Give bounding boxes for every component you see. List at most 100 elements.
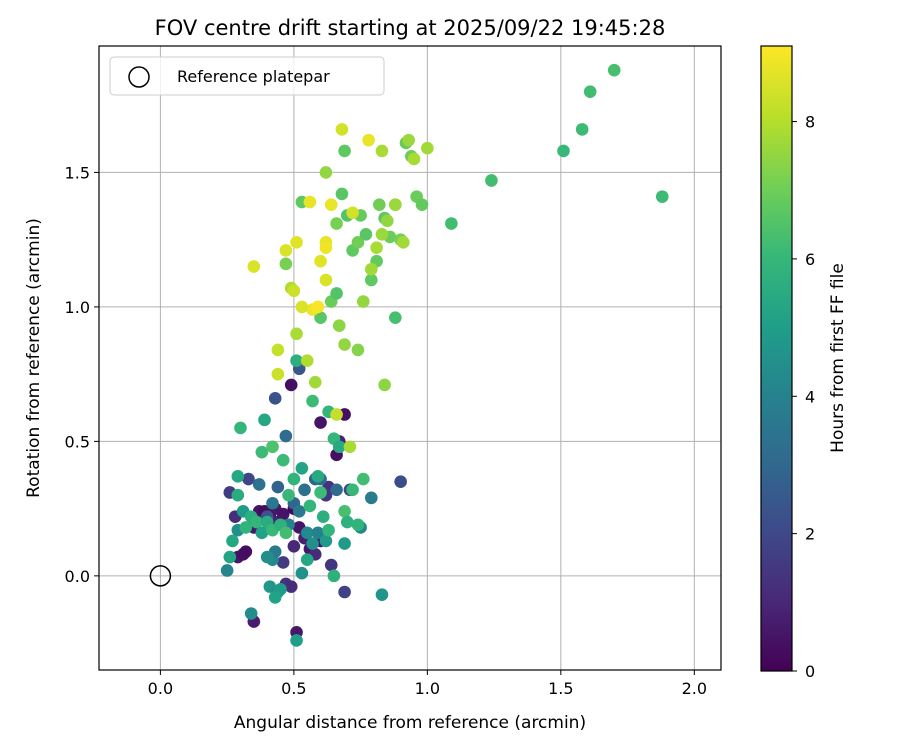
data-point bbox=[338, 505, 351, 518]
data-point bbox=[306, 394, 319, 408]
x-axis-ticks: 0.0 0.5 1.0 1.5 2.0 bbox=[148, 670, 707, 698]
colorbar-tick-label: 2 bbox=[805, 525, 815, 544]
data-point bbox=[351, 518, 365, 532]
data-point bbox=[279, 257, 293, 271]
data-point bbox=[252, 478, 266, 491]
data-point bbox=[324, 198, 338, 211]
x-tick-label: 1.5 bbox=[548, 679, 573, 698]
x-axis-label: Angular distance from reference (arcmin) bbox=[234, 713, 586, 733]
data-point bbox=[295, 566, 309, 580]
data-point bbox=[375, 588, 389, 601]
data-point bbox=[322, 523, 335, 537]
data-point bbox=[394, 475, 407, 489]
y-tick-label: 1.0 bbox=[65, 298, 90, 317]
data-point bbox=[338, 537, 351, 550]
x-tick-label: 1.0 bbox=[415, 679, 440, 698]
data-point bbox=[271, 480, 285, 494]
data-point bbox=[314, 254, 327, 268]
data-point bbox=[378, 378, 391, 392]
data-point bbox=[319, 241, 333, 255]
data-point bbox=[362, 133, 375, 147]
data-point bbox=[295, 300, 309, 314]
data-point bbox=[356, 295, 370, 308]
data-point bbox=[359, 227, 373, 241]
data-point bbox=[356, 472, 370, 486]
data-point bbox=[330, 483, 343, 497]
data-point bbox=[607, 63, 621, 77]
data-point bbox=[407, 152, 421, 166]
data-point bbox=[260, 550, 274, 564]
data-point bbox=[287, 472, 301, 486]
y-tick-label: 0.0 bbox=[65, 567, 90, 586]
data-point bbox=[300, 553, 314, 567]
data-point bbox=[314, 311, 327, 324]
data-point bbox=[276, 453, 290, 467]
plot-frame bbox=[98, 45, 722, 671]
data-point bbox=[311, 470, 325, 483]
colorbar-ticks: 0 2 4 6 8 bbox=[792, 113, 815, 681]
data-point bbox=[335, 123, 349, 136]
data-point bbox=[402, 133, 415, 147]
colorbar-label: Hours from first FF file bbox=[828, 263, 848, 453]
data-point bbox=[290, 634, 303, 647]
data-point bbox=[338, 338, 351, 351]
data-point bbox=[255, 526, 269, 540]
data-point bbox=[220, 564, 234, 577]
data-point bbox=[485, 174, 498, 187]
colorbar-tick-label: 4 bbox=[805, 387, 815, 406]
data-point bbox=[375, 144, 389, 158]
data-point bbox=[381, 214, 394, 228]
data-point bbox=[583, 85, 597, 99]
data-point bbox=[255, 445, 269, 459]
data-point bbox=[389, 198, 402, 211]
colorbar-tick-label: 8 bbox=[805, 113, 815, 132]
data-point bbox=[346, 483, 359, 497]
data-point bbox=[346, 206, 359, 220]
data-point bbox=[268, 591, 282, 604]
data-point bbox=[247, 260, 261, 273]
data-point bbox=[557, 144, 570, 158]
data-point bbox=[343, 440, 357, 454]
data-point bbox=[298, 483, 311, 497]
colorbar-tick-label: 6 bbox=[805, 250, 815, 269]
data-point bbox=[266, 440, 279, 454]
data-point bbox=[287, 539, 301, 553]
y-axis-ticks: 0.0 0.5 1.0 1.5 bbox=[65, 163, 99, 586]
data-point bbox=[279, 244, 293, 257]
data-point bbox=[223, 550, 237, 564]
scatter-points bbox=[220, 63, 669, 647]
colorbar: 0 2 4 6 8 Hours from first FF file bbox=[760, 45, 848, 681]
x-tick-label: 2.0 bbox=[682, 679, 707, 698]
data-point bbox=[340, 515, 354, 529]
data-point bbox=[338, 144, 351, 158]
data-point bbox=[234, 421, 247, 435]
data-point bbox=[316, 510, 330, 523]
legend: Reference platepar bbox=[109, 56, 385, 96]
data-point bbox=[268, 392, 282, 405]
data-point bbox=[282, 488, 295, 502]
data-point bbox=[397, 236, 410, 249]
data-point bbox=[300, 354, 314, 367]
data-point bbox=[271, 367, 285, 381]
legend-entry-reference: Reference platepar bbox=[177, 67, 330, 86]
data-point bbox=[284, 378, 298, 392]
data-point bbox=[276, 507, 290, 521]
data-point bbox=[364, 491, 378, 505]
x-tick-label: 0.5 bbox=[281, 679, 306, 698]
data-point bbox=[231, 488, 245, 502]
data-point bbox=[242, 472, 255, 486]
data-point bbox=[311, 526, 325, 540]
data-point bbox=[330, 408, 343, 421]
data-point bbox=[290, 327, 303, 341]
data-point bbox=[295, 461, 309, 475]
data-point bbox=[319, 166, 333, 179]
data-point bbox=[445, 217, 458, 230]
data-point bbox=[292, 505, 306, 518]
data-point bbox=[300, 526, 314, 540]
data-point bbox=[239, 545, 253, 558]
plot-area bbox=[99, 46, 721, 670]
data-point bbox=[266, 496, 279, 510]
data-point bbox=[364, 262, 378, 276]
x-tick-label: 0.0 bbox=[148, 679, 173, 698]
data-point bbox=[389, 311, 402, 324]
